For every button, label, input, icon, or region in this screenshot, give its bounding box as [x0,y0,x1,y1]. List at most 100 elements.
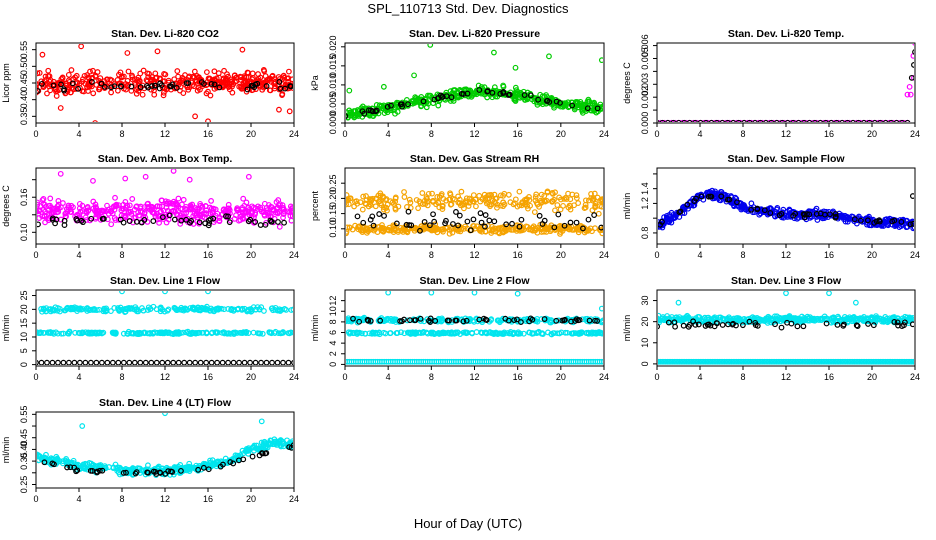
data-point [273,205,280,212]
x-tick-label: 4 [386,372,391,382]
data-point [844,119,851,122]
x-tick-label: 4 [697,372,702,382]
data-point [405,101,411,108]
data-point [392,110,398,117]
data-point [668,119,675,122]
x-tick-label: 0 [342,372,347,382]
data-point [442,220,448,227]
data-point [45,207,52,214]
y-tick-label: 0.10 [328,220,338,238]
data-point [585,197,592,204]
data-point [358,330,365,337]
data-point [795,119,802,122]
data-point [413,95,420,102]
data-point [440,228,446,235]
data-point [194,464,201,471]
data-point [68,304,74,311]
x-tick-label: 8 [429,372,434,382]
data-point [367,318,374,324]
data-point [712,119,718,122]
data-point [37,70,43,76]
data-point [408,222,415,229]
data-point [252,219,259,225]
data-point [159,214,166,221]
data-point [225,213,231,220]
data-point [543,197,550,204]
data-point [264,77,270,83]
data-point [448,91,455,97]
data-point [512,89,519,96]
data-point [346,224,351,231]
data-point [250,75,256,81]
data-point [42,73,49,80]
data-point [108,84,115,91]
data-point [865,321,871,327]
data-point [241,329,248,336]
data-point [38,78,45,85]
data-point [197,359,204,365]
data-point [428,227,435,234]
data-point [898,218,905,225]
y-tick-label: 0.003 [640,73,650,96]
data-point [882,216,889,223]
data-point [156,330,163,336]
x-tick-label: 4 [76,372,81,382]
data-marks [346,291,603,365]
data-point [117,216,124,223]
data-point [460,318,467,325]
data-point [888,119,894,122]
data-point [274,359,281,365]
data-point [458,90,465,97]
data-point [172,305,179,312]
data-point [434,318,441,325]
data-point [439,94,446,100]
x-tick-label: 8 [119,494,124,504]
data-point [446,230,453,237]
data-point [103,307,110,314]
data-point [491,218,498,225]
data-point [773,119,780,122]
data-point [592,204,598,211]
data-point [134,330,141,336]
data-point [117,83,124,90]
data-point [137,330,144,337]
data-point [426,222,433,229]
data-point [129,305,136,312]
x-tick-label: 24 [599,250,609,260]
data-point [352,222,358,229]
data-point [763,119,769,122]
data-point [108,221,115,228]
data-point [159,330,166,337]
data-point [154,203,160,210]
data-point [40,305,47,312]
data-point [741,119,747,122]
data-point [257,330,264,337]
data-point [449,229,456,236]
y-tick-label: 0 [328,362,338,367]
panel-title: Stan. Dev. Line 2 Flow [419,275,530,287]
data-point [665,119,671,122]
data-point [265,440,272,447]
data-point [822,119,829,122]
data-point [346,113,349,119]
data-point [200,464,207,471]
data-point [507,328,514,335]
data-point [280,204,287,211]
data-point [591,212,598,218]
data-point [120,219,127,226]
data-point [170,359,177,365]
data-point [447,88,454,95]
data-point [80,219,86,226]
data-point [752,119,758,122]
y-tick-label: 8 [328,319,338,324]
x-tick-label: 12 [469,129,479,139]
data-point [80,76,86,82]
data-point [423,329,430,336]
x-tick-label: 24 [599,372,609,382]
data-point [38,306,45,312]
data-point [679,119,686,122]
data-point [174,68,181,74]
